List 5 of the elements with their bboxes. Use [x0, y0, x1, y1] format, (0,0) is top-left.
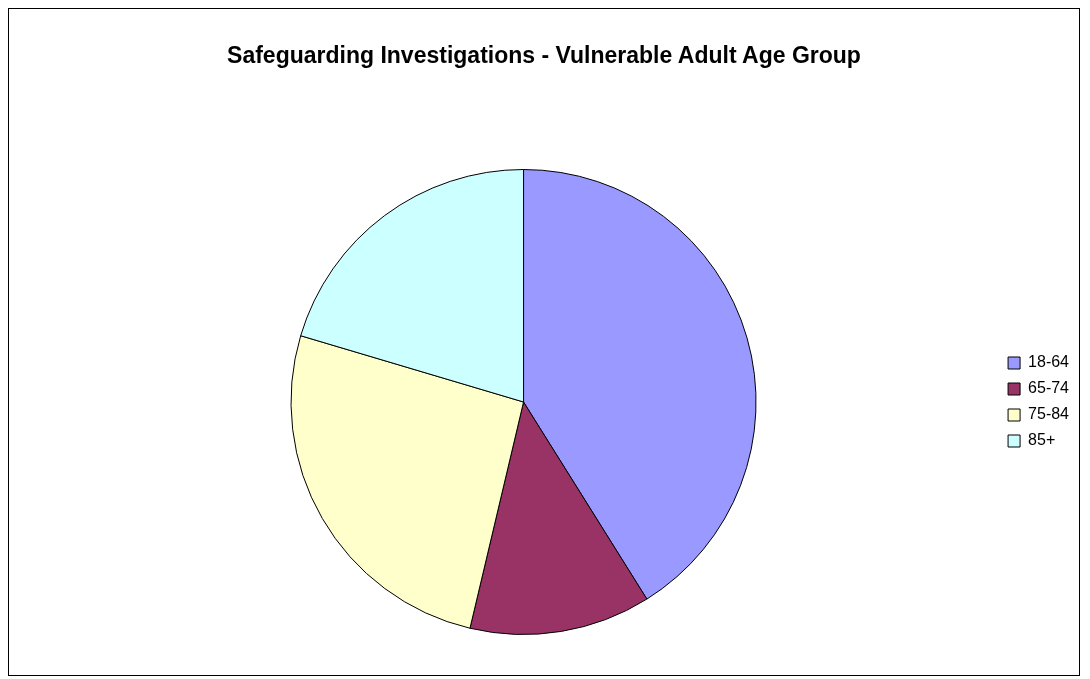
legend-label: 75-84	[1028, 405, 1070, 423]
chart-title: Safeguarding Investigations - Vulnerable Adult Age Group	[226, 41, 862, 70]
legend-label: 18-64	[1028, 353, 1070, 371]
legend-label: 65-74	[1028, 379, 1070, 397]
legend-label: 85+	[1028, 431, 1056, 449]
